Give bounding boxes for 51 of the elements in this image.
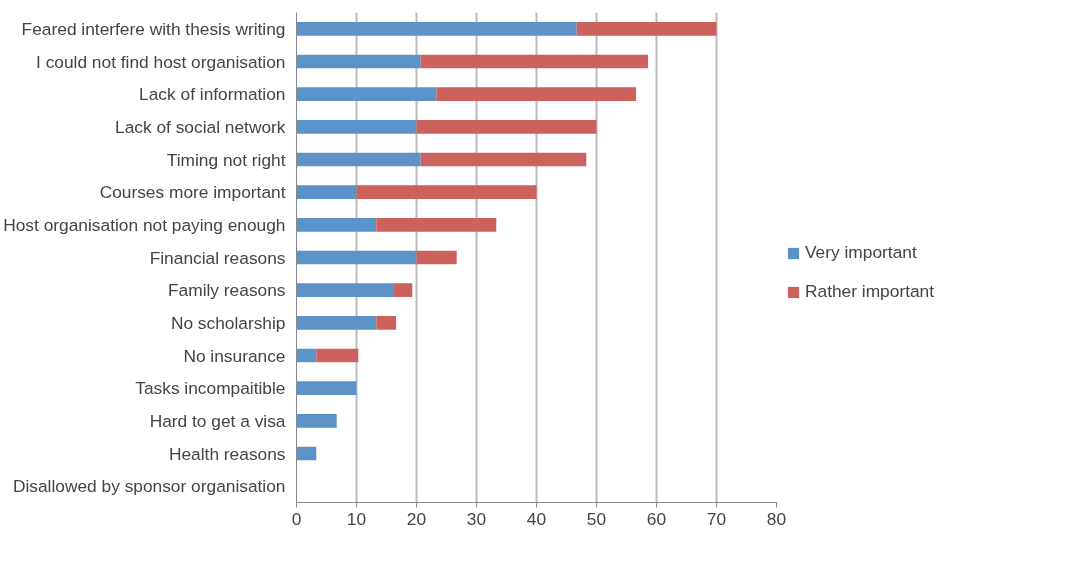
x-tick-label: 0 [291,508,302,529]
x-tick-label: 40 [526,508,547,529]
y-tick-label: Disallowed by sponsor organisation [12,476,286,497]
bar [420,54,649,69]
bar [376,315,397,330]
bar [576,21,717,36]
y-tick-label: Courses more important [99,182,286,203]
y-tick-label: Tasks incompaitible [135,378,286,399]
bar [436,87,637,102]
x-tick-label: 60 [646,508,667,529]
legend-label: Very important [805,242,917,263]
bar [296,413,337,428]
x-tick-label: 30 [466,508,487,529]
bar [296,119,417,134]
y-tick-label: Feared interfere with thesis writing [21,18,286,39]
bar [296,381,357,396]
x-tick-label: 20 [406,508,427,529]
legend-label: Rather important [805,281,935,302]
bar [416,119,597,134]
bar [296,446,317,461]
x-tick-label: 50 [586,508,607,529]
bar [316,348,359,363]
bar [393,283,413,298]
y-tick-label: Hard to get a visa [149,410,286,431]
y-tick-label: Health reasons [168,443,286,464]
y-tick-label: Host organisation not paying enough [3,214,286,235]
y-tick-label: No scholarship [170,312,286,333]
x-tick-label: 70 [706,508,727,529]
bar [296,348,317,363]
bar [376,217,497,232]
bar [420,152,587,167]
x-tick-label: 10 [346,508,367,529]
bar [296,152,421,167]
bar [356,185,537,200]
x-tick-label: 80 [766,508,787,529]
bar [296,87,437,102]
bar [296,54,421,69]
y-tick-label: No insurance [183,345,286,366]
bar [296,185,357,200]
y-tick-label: Lack of information [139,84,286,105]
bar [296,217,377,232]
bar [416,250,457,265]
bar [296,21,577,36]
y-tick-label: I could not find host organisation [36,51,286,72]
y-tick-label: Lack of social network [115,116,286,137]
y-tick-label: Financial reasons [149,247,286,268]
bar [296,283,394,298]
y-tick-label: Family reasons [168,280,286,301]
bar [296,315,377,330]
bar [296,250,417,265]
y-tick-label: Timing not right [166,149,286,170]
